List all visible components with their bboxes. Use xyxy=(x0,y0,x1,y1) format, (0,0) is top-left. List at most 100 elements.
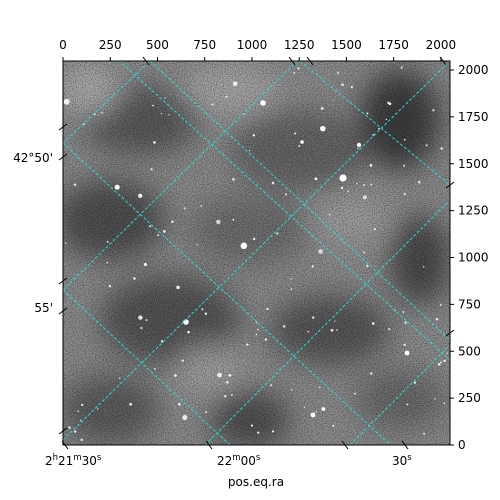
star xyxy=(340,186,344,190)
star xyxy=(330,329,334,332)
star xyxy=(246,343,249,346)
star xyxy=(171,220,174,224)
star xyxy=(378,127,380,130)
x-tick-label: 1750 xyxy=(378,38,409,52)
star xyxy=(271,430,275,433)
star xyxy=(182,414,188,421)
dec-axis xyxy=(58,123,455,435)
star xyxy=(385,118,388,121)
star xyxy=(140,326,143,330)
dec-tick-3 xyxy=(58,277,68,285)
dec-label-2: 55' xyxy=(34,301,53,315)
star xyxy=(118,377,121,379)
top-pixel-axis: 0 250 500 750 1000 1250 1500 1750 2000 xyxy=(59,38,456,61)
star xyxy=(332,424,335,427)
star xyxy=(422,265,425,268)
bright-star xyxy=(300,140,304,144)
star xyxy=(160,339,164,343)
star xyxy=(311,265,314,268)
star xyxy=(153,141,156,144)
star xyxy=(200,205,203,207)
ra-axis xyxy=(61,56,447,450)
dec-tick-6 xyxy=(445,181,455,189)
star xyxy=(353,392,356,395)
ra-tick-4 xyxy=(401,440,409,450)
star xyxy=(205,411,208,414)
x-tick-label: 250 xyxy=(99,38,122,52)
y-tick-label: 750 xyxy=(458,297,481,311)
star xyxy=(138,315,143,320)
star xyxy=(370,183,373,186)
star xyxy=(65,242,67,244)
y-tick-label: 2000 xyxy=(458,63,489,77)
star xyxy=(266,307,269,311)
grid-line xyxy=(63,289,231,445)
bright-star xyxy=(310,412,316,418)
ra-tick-6 xyxy=(288,56,296,66)
star xyxy=(434,398,437,400)
star xyxy=(413,381,417,384)
star xyxy=(256,431,260,434)
sky-image xyxy=(63,61,450,445)
dec-tick-5 xyxy=(58,427,68,435)
star xyxy=(133,277,136,280)
star xyxy=(402,311,405,313)
star xyxy=(204,312,208,315)
star xyxy=(240,242,248,250)
star xyxy=(250,424,253,427)
grid-line xyxy=(118,61,450,361)
star xyxy=(446,352,449,354)
star xyxy=(406,403,409,406)
right-pixel-axis: 0 250 500 750 1000 1250 1500 1750 2000 xyxy=(450,63,489,452)
star xyxy=(225,95,228,98)
ra-tick-8 xyxy=(439,56,447,66)
star xyxy=(264,338,268,341)
star xyxy=(357,147,359,150)
star xyxy=(282,325,286,328)
star xyxy=(228,373,232,377)
star xyxy=(371,322,375,325)
star xyxy=(311,316,315,319)
star xyxy=(152,104,154,107)
x-tick-label: 1000 xyxy=(237,38,268,52)
star xyxy=(181,359,184,362)
x-axis-title: pos.eq.ra xyxy=(228,475,284,489)
plot-frame xyxy=(62,60,451,446)
star xyxy=(315,411,317,413)
star xyxy=(440,147,443,150)
star xyxy=(334,320,336,322)
star xyxy=(403,343,406,347)
star xyxy=(232,178,235,181)
star xyxy=(403,192,406,196)
star xyxy=(187,330,190,334)
grid-line xyxy=(299,61,450,186)
star xyxy=(150,168,153,171)
x-tick-label: 500 xyxy=(146,38,169,52)
grid-line xyxy=(149,61,450,341)
star xyxy=(298,145,301,147)
star xyxy=(106,261,108,264)
ra-label-1: 2h21m30s xyxy=(45,453,102,468)
y-tick-label: 1500 xyxy=(458,157,489,171)
dec-tick-4 xyxy=(58,307,68,315)
star xyxy=(423,432,426,435)
bright-star xyxy=(404,350,410,356)
star xyxy=(129,402,133,406)
star xyxy=(201,308,204,311)
star xyxy=(143,262,148,267)
star xyxy=(160,112,163,115)
dec-label-1: 42°50' xyxy=(13,151,53,165)
star xyxy=(252,237,256,241)
star xyxy=(271,181,275,185)
star xyxy=(153,367,156,370)
star xyxy=(432,109,435,112)
star xyxy=(106,240,109,243)
star xyxy=(366,264,369,268)
star xyxy=(211,103,214,106)
star xyxy=(162,229,166,233)
star xyxy=(347,190,350,193)
star xyxy=(439,303,442,307)
star xyxy=(177,402,181,406)
star xyxy=(101,111,103,114)
y-tick-label: 0 xyxy=(458,438,466,452)
